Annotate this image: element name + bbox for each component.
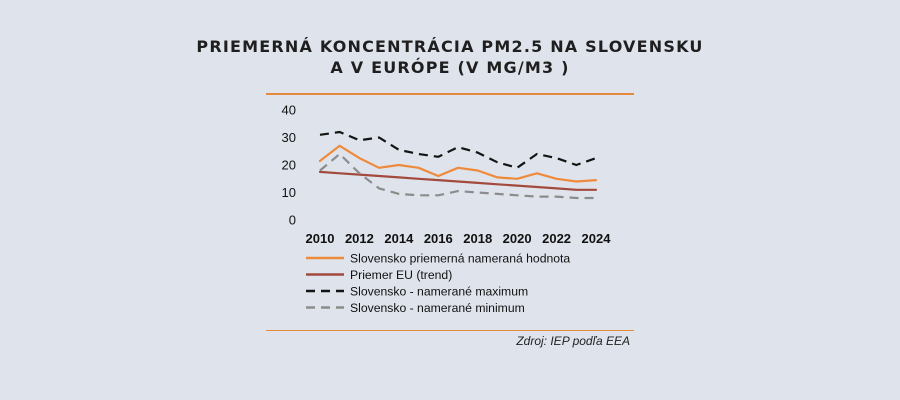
- bottom-divider: [266, 330, 634, 331]
- x-tick-label: 2018: [463, 231, 492, 246]
- data-point: [516, 185, 518, 187]
- legend-label-3: Slovensko - namerané maximum: [350, 285, 528, 299]
- data-point: [437, 175, 439, 177]
- legend-label-1: Slovensko priemerná nameraná hodnota: [350, 252, 570, 266]
- data-point: [319, 134, 321, 136]
- data-point: [457, 180, 459, 182]
- legend-label-4: Slovensko - namerané minimum: [350, 301, 525, 315]
- data-point: [536, 196, 538, 198]
- series-line-3: [319, 130, 597, 169]
- data-point: [516, 178, 518, 180]
- data-point: [339, 153, 341, 155]
- x-tick-label: 2022: [542, 231, 571, 246]
- series-line-4: [319, 152, 596, 200]
- y-tick-label: 20: [282, 158, 296, 173]
- data-point: [437, 179, 439, 181]
- line-chart: 0 10 20 30 40 2010 2012 2014 2016 2018 2020 2022 202…: [282, 103, 612, 316]
- data-point: [378, 175, 380, 177]
- data-point: [398, 193, 400, 195]
- y-tick-label: 30: [282, 130, 296, 145]
- data-point: [575, 164, 577, 166]
- data-point: [378, 187, 380, 189]
- data-point: [496, 193, 498, 195]
- chart-title-line-1: PRIEMERNÁ KONCENTRÁCIA PM2.5 NA SLOVENSK…: [196, 37, 704, 56]
- data-point: [516, 194, 518, 196]
- data-point: [319, 169, 321, 171]
- series-line-2: [318, 170, 598, 191]
- data-point: [398, 149, 400, 151]
- data-point: [556, 157, 558, 159]
- data-point: [398, 176, 400, 178]
- data-point: [378, 167, 380, 169]
- x-tick-label: 2012: [345, 231, 374, 246]
- data-point: [378, 136, 380, 138]
- x-tick-label: 2010: [306, 231, 335, 246]
- data-point: [398, 164, 400, 166]
- data-point: [496, 183, 498, 185]
- chart-title: PRIEMERNÁ KONCENTRÁCIA PM2.5 NA SLOVENSK…: [0, 36, 900, 78]
- data-point: [437, 156, 439, 158]
- data-point: [339, 145, 341, 147]
- data-point: [319, 160, 321, 162]
- chart-title-line-2: A V EURÓPE (V MG/M3 ): [330, 58, 570, 77]
- data-point: [339, 131, 341, 133]
- data-point: [358, 139, 360, 141]
- x-tick-label: 2020: [503, 231, 532, 246]
- data-point: [457, 190, 459, 192]
- data-point: [595, 179, 597, 181]
- data-point: [437, 194, 439, 196]
- data-point: [575, 180, 577, 182]
- data-point: [575, 197, 577, 199]
- data-point: [339, 172, 341, 174]
- data-point: [358, 172, 360, 174]
- data-point: [477, 169, 479, 171]
- data-point: [457, 146, 459, 148]
- data-point: [536, 153, 538, 155]
- series-line-1: [318, 144, 598, 183]
- data-point: [575, 189, 577, 191]
- data-point: [418, 153, 420, 155]
- data-point: [358, 157, 360, 159]
- data-point: [418, 178, 420, 180]
- data-point: [477, 182, 479, 184]
- data-point: [457, 167, 459, 169]
- x-tick-label: 2024: [582, 231, 612, 246]
- data-point: [418, 194, 420, 196]
- y-tick-label: 10: [282, 185, 296, 200]
- data-point: [595, 189, 597, 191]
- data-point: [477, 191, 479, 193]
- x-tick-label: 2014: [384, 231, 414, 246]
- top-divider: [266, 93, 634, 95]
- data-point: [595, 157, 597, 159]
- data-point: [595, 197, 597, 199]
- legend-label-2: Priemer EU (trend): [350, 268, 452, 282]
- y-tick-label: 0: [289, 213, 296, 228]
- data-point: [516, 167, 518, 169]
- y-tick-label: 40: [282, 103, 296, 118]
- data-point: [536, 186, 538, 188]
- data-point: [556, 196, 558, 198]
- data-point: [496, 176, 498, 178]
- data-point: [496, 161, 498, 163]
- data-point: [536, 172, 538, 174]
- data-point: [556, 187, 558, 189]
- x-tick-label: 2016: [424, 231, 453, 246]
- data-point: [477, 152, 479, 154]
- source-note: Zdroj: IEP podľa EEA: [516, 334, 630, 348]
- data-point: [556, 178, 558, 180]
- data-point: [418, 167, 420, 169]
